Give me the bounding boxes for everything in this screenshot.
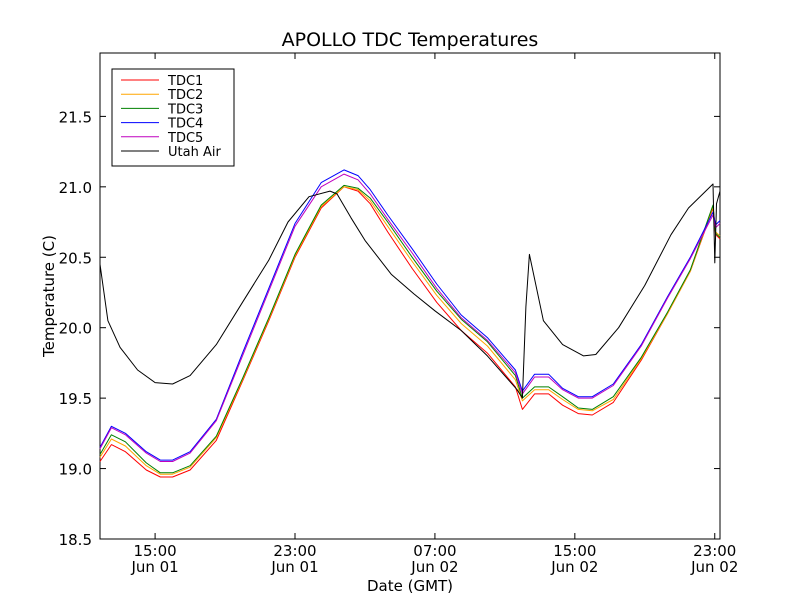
x-tick-time-label: 23:00: [273, 542, 316, 560]
y-tick-label: 21.0: [59, 179, 92, 197]
x-tick-date-label: Jun 01: [270, 558, 318, 576]
legend-label: Utah Air: [168, 145, 221, 160]
x-tick-time-label: 07:00: [413, 542, 456, 560]
plot-area: [99, 52, 721, 540]
series-line-tdc3: [99, 184, 721, 474]
series-line-tdc4: [99, 169, 721, 461]
x-axis-label: Date (GMT): [367, 577, 453, 595]
y-tick-label: 20.0: [59, 320, 92, 338]
x-tick-date-label: Jun 02: [410, 558, 458, 576]
legend-label: TDC3: [167, 102, 203, 117]
series-line-utah-air: [99, 183, 721, 399]
y-tick-label: 19.5: [59, 390, 92, 408]
y-tick-label: 19.0: [59, 461, 92, 479]
x-tick-date-label: Jun 02: [690, 558, 738, 576]
series-line-tdc5: [99, 173, 721, 462]
y-tick-label: 21.5: [59, 108, 92, 126]
chart-title: APOLLO TDC Temperatures: [282, 29, 539, 51]
series-layer: [99, 169, 721, 478]
legend-label: TDC2: [167, 88, 203, 103]
series-line-tdc2: [99, 186, 721, 475]
x-tick-time-label: 15:00: [133, 542, 176, 560]
x-tick-date-label: Jun 01: [130, 558, 178, 576]
series-line-tdc1: [99, 186, 721, 478]
y-tick-label: 18.5: [59, 531, 92, 549]
x-tick-time-label: 23:00: [693, 542, 736, 560]
y-axis-label: Temperature (C): [40, 235, 58, 358]
legend-label: TDC4: [167, 117, 203, 132]
x-tick-date-label: Jun 02: [550, 558, 598, 576]
y-tick-label: 20.5: [59, 249, 92, 267]
legend-label: TDC5: [167, 131, 203, 146]
legend-label: TDC1: [167, 74, 203, 89]
x-tick-time-label: 15:00: [553, 542, 596, 560]
legend-box: [111, 68, 235, 167]
